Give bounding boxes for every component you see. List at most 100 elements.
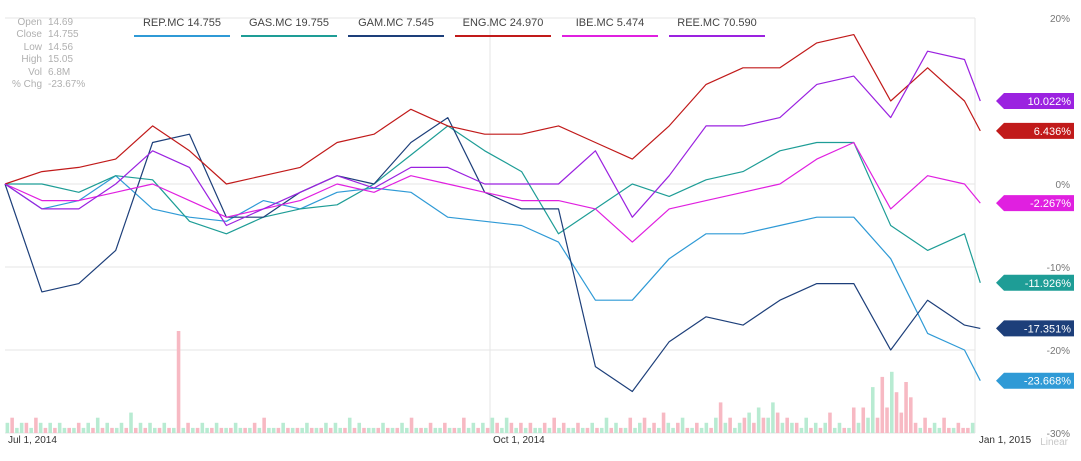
- volume-bar: [476, 427, 480, 433]
- end-label-text: 10.022%: [1028, 96, 1072, 108]
- end-label-text: 6.436%: [1034, 126, 1072, 138]
- volume-bar: [414, 427, 419, 433]
- volume-bar: [309, 427, 314, 433]
- volume-bar: [737, 422, 742, 433]
- volume-bar: [252, 422, 257, 433]
- volume-bar: [319, 427, 323, 433]
- volume-bar: [595, 427, 599, 433]
- volume-bar: [528, 422, 533, 433]
- volume-bar: [347, 417, 352, 433]
- series-line-rep-mc: [4, 175, 981, 381]
- volume-bar: [333, 422, 338, 433]
- volume-bar: [471, 422, 476, 433]
- volume-bar: [780, 422, 785, 433]
- volume-bar: [15, 427, 19, 433]
- volume-bar: [942, 417, 946, 433]
- volume-bar: [666, 422, 671, 433]
- volume-bar: [433, 427, 438, 433]
- volume-bar: [257, 427, 262, 433]
- volume-bar: [904, 382, 908, 433]
- volume-bar: [928, 427, 932, 433]
- volume-bar: [870, 387, 875, 433]
- end-label-text: -11.926%: [1025, 278, 1071, 290]
- volume-bar: [385, 427, 390, 433]
- volume-bar: [10, 417, 14, 433]
- volume-bar: [362, 427, 366, 433]
- end-label-box: [996, 122, 1074, 139]
- ohlc-row-high: High 15.05: [10, 54, 85, 66]
- legend-item-rep[interactable]: REP.MC 14.755: [134, 15, 230, 37]
- volume-bar: [813, 422, 818, 433]
- volume-bar: [723, 422, 728, 433]
- x-tick-label: Oct 1, 2014: [493, 435, 545, 446]
- volume-bar: [376, 427, 381, 433]
- volume-bar: [676, 422, 680, 433]
- volume-bar: [856, 422, 861, 433]
- volume-bar: [704, 422, 709, 433]
- volume-bar: [67, 427, 71, 433]
- volume-bar: [685, 427, 690, 433]
- volume-bar: [114, 427, 119, 433]
- volume-bar: [657, 427, 661, 433]
- volume-bar: [823, 422, 828, 433]
- volume-bar: [538, 427, 542, 433]
- y-tick-label: -20%: [1047, 346, 1070, 357]
- volume-bar: [771, 402, 775, 433]
- x-tick-label: Jul 1, 2014: [8, 435, 57, 446]
- end-label-box: [996, 320, 1074, 337]
- legend-item-ree[interactable]: REE.MC 70.590: [669, 15, 765, 37]
- ohlc-row-open: Open 14.69: [10, 17, 85, 29]
- ohlc-value: 14.56: [48, 41, 74, 53]
- volume-bar: [623, 427, 628, 433]
- legend-item-ibe[interactable]: IBE.MC 5.474: [562, 15, 658, 37]
- volume-bar: [428, 422, 433, 433]
- volume-bar: [495, 422, 499, 433]
- volume-bar: [557, 427, 561, 433]
- ohlc-label: Close: [16, 29, 42, 41]
- volume-bar: [143, 427, 148, 433]
- ohlc-value: 6.8M: [48, 66, 71, 78]
- end-label-box: [996, 195, 1074, 212]
- legend-item-gam[interactable]: GAM.MC 7.545: [348, 15, 444, 37]
- volume-bar: [447, 427, 452, 433]
- volume-bar: [909, 397, 913, 433]
- series-line-ibe-mc: [4, 141, 981, 243]
- volume-bar: [305, 422, 309, 433]
- volume-bar: [618, 427, 623, 433]
- end-label-ree-mc: 10.022%: [996, 93, 1074, 109]
- x-tick-label: Jan 1, 2015: [979, 435, 1032, 446]
- ohlc-value: 15.05: [48, 54, 74, 66]
- volume-bar: [913, 422, 918, 433]
- volume-bar: [314, 427, 319, 433]
- volume-bar: [509, 422, 514, 433]
- volume-bar: [57, 422, 62, 433]
- volume-bar: [842, 427, 847, 433]
- scale-label[interactable]: Linear: [1040, 437, 1068, 448]
- ohlc-label: Open: [17, 17, 42, 28]
- legend-item-eng[interactable]: ENG.MC 24.970: [455, 15, 551, 37]
- volume-bars: [5, 331, 975, 433]
- volume-bar: [390, 427, 395, 433]
- volume-bar: [48, 422, 52, 433]
- volume-bar: [785, 417, 789, 433]
- end-label-eng-mc: 6.436%: [996, 122, 1074, 139]
- volume-bar: [628, 417, 633, 433]
- end-label-text: -2.267%: [1030, 198, 1071, 210]
- end-label-text: -23.668%: [1024, 376, 1071, 388]
- legend-item-gas[interactable]: GAS.MC 19.755: [241, 15, 337, 37]
- volume-bar: [875, 417, 880, 433]
- ohlc-row-close: Close 14.755: [10, 29, 85, 41]
- volume-bar: [647, 427, 652, 433]
- volume-bar: [714, 417, 718, 433]
- end-label-box: [996, 93, 1074, 109]
- volume-bar: [766, 417, 770, 433]
- volume-bar: [733, 427, 737, 433]
- volume-bar: [490, 417, 495, 433]
- y-axis: 20% 0% -10% -20% -30%: [1047, 14, 1070, 440]
- ohlc-value: -23.67%: [48, 79, 86, 91]
- volume-bar: [271, 427, 276, 433]
- volume-bar: [162, 422, 167, 433]
- volume-bar: [443, 422, 447, 433]
- volume-bar: [357, 422, 362, 433]
- volume-bar: [267, 427, 271, 433]
